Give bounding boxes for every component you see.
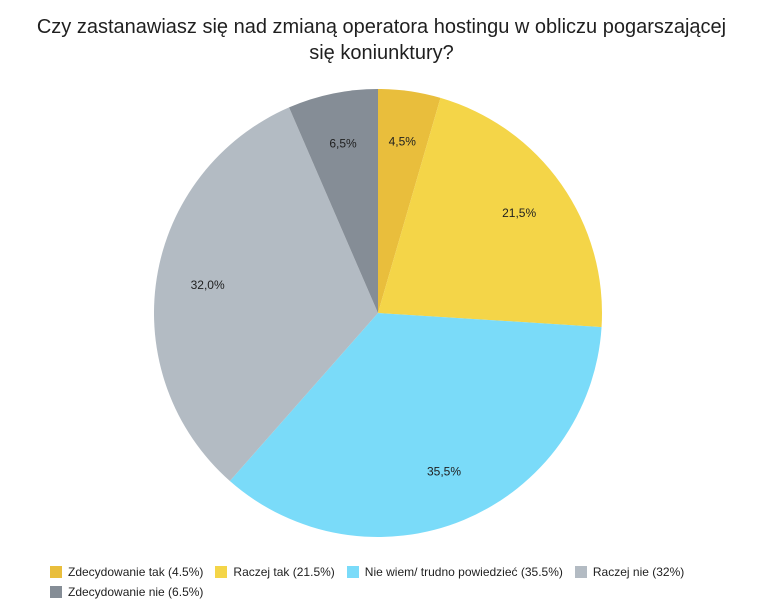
legend-swatch (50, 586, 62, 598)
pie-chart: 4,5% 21,5% 35,5% 32,0% 6,5% (153, 89, 602, 537)
legend-item: Zdecydowanie nie (6.5%) (50, 585, 203, 599)
legend-swatch (215, 566, 228, 578)
legend-swatch (50, 566, 62, 578)
data-label: 21,5% (502, 206, 536, 220)
pie-slice (229, 313, 602, 537)
legend-row: Zdecydowanie nie (6.5%) (50, 582, 750, 602)
legend-item: Nie wiem/ trudno powiedzieć (35.5%) (346, 565, 563, 579)
chart-title-line-1: Czy zastanawiasz się nad zmianą operator… (36, 16, 727, 38)
legend-item: Raczej nie (32%) (574, 565, 685, 579)
pie-slice (289, 89, 378, 313)
legend-label: Zdecydowanie tak (4.5%) (68, 565, 204, 579)
pie-slice (153, 107, 378, 482)
legend: Zdecydowanie tak (4.5%) Raczej tak (21.5%… (50, 562, 750, 602)
pie-slice (378, 89, 441, 313)
legend-swatch (574, 566, 587, 578)
legend-item: Zdecydowanie tak (4.5%) (50, 565, 203, 579)
legend-swatch (346, 566, 359, 578)
legend-label: Raczej tak (21.5%) (233, 565, 335, 579)
legend-label: Nie wiem/ trudno powiedzieć (35.5%) (364, 565, 563, 579)
legend-label: Raczej nie (32%) (592, 565, 685, 579)
data-label: 4,5% (389, 134, 417, 148)
data-label: 6,5% (329, 136, 357, 150)
legend-item: Raczej tak (21.5%) (215, 565, 335, 579)
legend-label: Zdecydowanie nie (6.5%) (68, 585, 204, 599)
legend-row: Zdecydowanie tak (4.5%) Raczej tak (21.5%… (50, 562, 750, 582)
data-label: 35,5% (427, 465, 461, 479)
chart-title-line-2: się koniunktury? (309, 42, 454, 64)
pie-slice (378, 97, 602, 328)
chart-title: Czy zastanawiasz się nad zmianą operator… (0, 14, 763, 66)
data-label: 32,0% (191, 278, 225, 292)
